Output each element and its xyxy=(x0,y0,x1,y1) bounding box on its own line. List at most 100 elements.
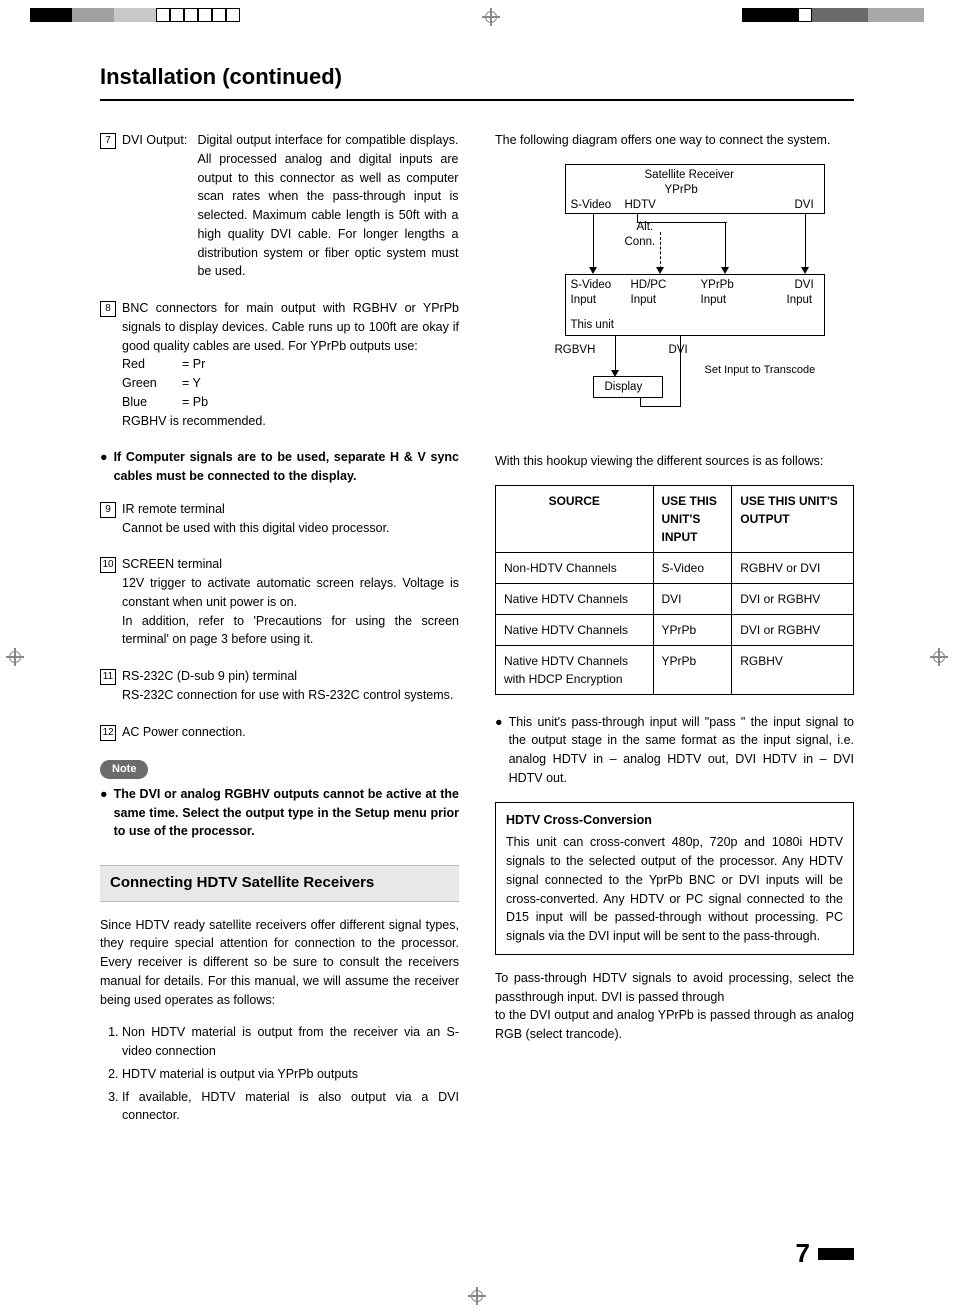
item-7-text-inline: Digital output interface for compatible … xyxy=(197,131,458,281)
top-registration-marks xyxy=(0,8,954,26)
diag-label-conn: Conn. xyxy=(625,234,656,251)
note-text: The DVI or analog RGBHV outputs cannot b… xyxy=(114,785,459,841)
item-10: 10 SCREEN terminal 12V trigger to activa… xyxy=(100,555,459,649)
table-cell: DVI xyxy=(653,583,732,614)
color-green-val: = Y xyxy=(182,374,201,393)
table-cell: YPrPb xyxy=(653,645,732,694)
right-column: The following diagram offers one way to … xyxy=(495,131,854,1129)
bullet-passthrough: ● This unit's pass-through input will "p… xyxy=(495,713,854,788)
page-number-bar xyxy=(818,1248,854,1260)
bullet-mark: ● xyxy=(495,713,503,788)
table-cell: RGBHV or DVI xyxy=(732,552,854,583)
receiver-assumptions: Non HDTV material is output from the rec… xyxy=(100,1023,459,1125)
diag-label-input2: Input xyxy=(631,292,657,309)
num-box-9: 9 xyxy=(100,502,116,518)
item-12: 12 AC Power connection. xyxy=(100,723,459,742)
diag-label-unit: This unit xyxy=(571,317,614,334)
crosshair-left xyxy=(6,648,24,666)
item-9-text: Cannot be used with this digital video p… xyxy=(122,519,459,538)
enum-3: If available, HDTV material is also outp… xyxy=(122,1088,459,1126)
item-12-text: AC Power connection. xyxy=(122,723,459,742)
diag-label-dvi2: DVI xyxy=(669,342,688,359)
diag-label-set: Set Input to Transcode xyxy=(705,362,816,379)
hookup-intro: With this hookup viewing the different s… xyxy=(495,452,854,471)
color-red: Red xyxy=(122,355,182,374)
table-row: Native HDTV Channels with HDCP Encryptio… xyxy=(496,645,854,694)
diag-label-yprpb: YPrPb xyxy=(665,182,698,199)
left-column: 7 DVI Output: Digital output interface f… xyxy=(100,131,459,1129)
color-bar-left xyxy=(30,8,240,26)
item-9: 9 IR remote terminal Cannot be used with… xyxy=(100,500,459,538)
cross-conversion-box: HDTV Cross-Conversion This unit can cros… xyxy=(495,802,854,955)
th-source: SOURCE xyxy=(496,485,654,552)
num-box-7: 7 xyxy=(100,133,116,149)
tail-para-2: to the DVI output and analog YPrPb is pa… xyxy=(495,1006,854,1044)
th-input: USE THIS UNIT'S INPUT xyxy=(653,485,732,552)
note-bullet: ● The DVI or analog RGBHV outputs cannot… xyxy=(100,785,459,841)
note-badge: Note xyxy=(100,760,148,779)
enum-2: HDTV material is output via YPrPb output… xyxy=(122,1065,459,1084)
cross-body: This unit can cross-convert 480p, 720p a… xyxy=(506,833,843,946)
color-mapping: Red= Pr Green= Y Blue= Pb xyxy=(122,355,459,411)
color-red-val: = Pr xyxy=(182,355,205,374)
diag-label-display: Display xyxy=(605,379,643,396)
item-11: 11 RS-232C (D-sub 9 pin) terminal RS-232… xyxy=(100,667,459,705)
diag-label-input1: Input xyxy=(571,292,597,309)
table-cell: YPrPb xyxy=(653,614,732,645)
section-heading-hdtv: Connecting HDTV Satellite Receivers xyxy=(100,865,459,902)
diagram-intro: The following diagram offers one way to … xyxy=(495,131,854,150)
item-10-text2: In addition, refer to 'Precautions for u… xyxy=(122,612,459,650)
item-8: 8 BNC connectors for main output with RG… xyxy=(100,299,459,430)
color-blue: Blue xyxy=(122,393,182,412)
diag-label-input3: Input xyxy=(701,292,727,309)
item-11-text: RS-232C connection for use with RS-232C … xyxy=(122,686,459,705)
table-cell: DVI or RGBHV xyxy=(732,614,854,645)
item-7: 7 DVI Output: Digital output interface f… xyxy=(100,131,459,281)
crosshair-top xyxy=(482,8,500,26)
table-row: Native HDTV ChannelsYPrPbDVI or RGBHV xyxy=(496,614,854,645)
color-blue-val: = Pb xyxy=(182,393,208,412)
bullet-mark: ● xyxy=(100,785,108,841)
bullet-hv-sync: ● If Computer signals are to be used, se… xyxy=(100,448,459,486)
bullet-hv-text: If Computer signals are to be used, sepa… xyxy=(114,448,459,486)
color-green: Green xyxy=(122,374,182,393)
table-row: Native HDTV ChannelsDVIDVI or RGBHV xyxy=(496,583,854,614)
enum-1: Non HDTV material is output from the rec… xyxy=(122,1023,459,1061)
item-9-title: IR remote terminal xyxy=(122,500,459,519)
cross-title: HDTV Cross-Conversion xyxy=(506,811,843,830)
table-cell: DVI or RGBHV xyxy=(732,583,854,614)
num-box-11: 11 xyxy=(100,669,116,685)
diag-label-dvi: DVI xyxy=(795,197,814,214)
color-bar-right xyxy=(742,8,924,26)
bullet-mark: ● xyxy=(100,448,108,486)
table-cell: Native HDTV Channels xyxy=(496,614,654,645)
table-cell: RGBHV xyxy=(732,645,854,694)
num-box-10: 10 xyxy=(100,557,116,573)
section-intro: Since HDTV ready satellite receivers off… xyxy=(100,916,459,1010)
diag-label-hdtv: HDTV xyxy=(625,197,656,214)
diag-label-rgbvh: RGBVH xyxy=(555,342,596,359)
diag-label-svideo: S-Video xyxy=(571,197,612,214)
crosshair-bottom xyxy=(468,1287,486,1305)
item-8-rec: RGBHV is recommended. xyxy=(122,412,459,431)
table-cell: Native HDTV Channels xyxy=(496,583,654,614)
content-columns: 7 DVI Output: Digital output interface f… xyxy=(100,131,854,1129)
th-output: USE THIS UNIT'S OUTPUT xyxy=(732,485,854,552)
page-number-value: 7 xyxy=(796,1234,810,1273)
num-box-8: 8 xyxy=(100,301,116,317)
connection-diagram: Satellite Receiver YPrPb S-Video HDTV DV… xyxy=(505,164,845,434)
table-row: Non-HDTV ChannelsS-VideoRGBHV or DVI xyxy=(496,552,854,583)
item-8-text: BNC connectors for main output with RGBH… xyxy=(122,299,459,355)
item-11-title: RS-232C (D-sub 9 pin) terminal xyxy=(122,667,459,686)
item-7-label: DVI Output: xyxy=(122,131,194,150)
page-title: Installation (continued) xyxy=(100,60,854,101)
tail-para-1: To pass-through HDTV signals to avoid pr… xyxy=(495,969,854,1007)
page-number: 7 xyxy=(796,1234,854,1273)
table-cell: Non-HDTV Channels xyxy=(496,552,654,583)
table-cell: S-Video xyxy=(653,552,732,583)
item-10-title: SCREEN terminal xyxy=(122,555,459,574)
source-table: SOURCE USE THIS UNIT'S INPUT USE THIS UN… xyxy=(495,485,854,695)
num-box-12: 12 xyxy=(100,725,116,741)
crosshair-right xyxy=(930,648,948,666)
item-10-text1: 12V trigger to activate automatic screen… xyxy=(122,574,459,612)
